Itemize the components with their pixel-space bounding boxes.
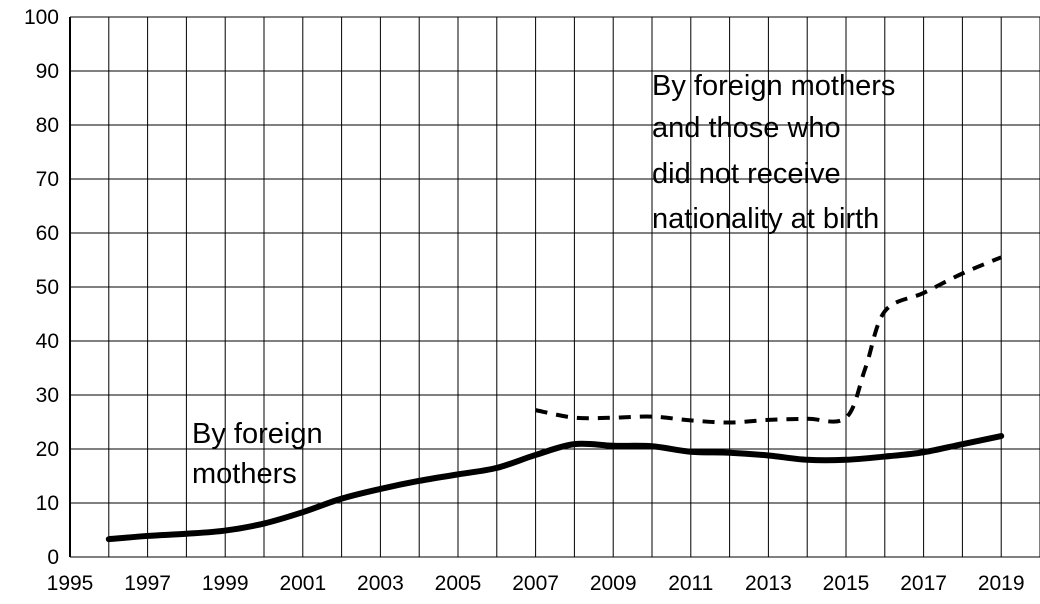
x-tick-label: 2017 [900,572,947,595]
annotation-dashed-line-3: did not receive [652,158,841,190]
annotation-dashed-line-1: By foreign mothers [652,70,895,102]
y-tick-label: 30 [36,384,59,407]
y-axis: 0 10 20 30 40 50 60 70 80 90 100 [24,6,59,569]
x-tick-label: 2011 [668,572,713,595]
x-tick-label: 2001 [279,572,326,595]
annotation-solid-line-1: By foreign [192,418,323,450]
y-tick-label: 60 [36,222,59,245]
y-tick-label: 20 [36,438,59,461]
y-tick-label: 0 [47,546,59,569]
series-group [105,255,1005,543]
annotation-dashed-line-4: nationality at birth [652,203,879,235]
x-axis: 1995 1997 1999 2001 2003 2005 2007 2009 2011 2013… [47,572,1025,595]
x-tick-label: 2003 [357,572,404,595]
x-tick-label: 2013 [745,572,792,595]
x-tick-label: 1999 [202,572,249,595]
x-tick-label: 2005 [435,572,482,595]
y-tick-label: 100 [24,6,59,29]
y-tick-label: 10 [36,492,59,515]
x-tick-label: 2009 [590,572,637,595]
y-tick-label: 50 [36,276,59,299]
x-tick-label: 2007 [512,572,559,595]
y-tick-label: 40 [36,330,59,353]
series-line-solid [105,433,1005,543]
y-tick-label: 70 [36,168,59,191]
y-tick-label: 80 [36,114,59,137]
x-tick-label: 1995 [47,572,94,595]
annotation-dashed-line-2: and those who [652,112,841,144]
series-line-dashed [535,255,1002,425]
x-tick-label: 2015 [823,572,870,595]
x-tick-label: 1997 [124,572,171,595]
y-tick-label: 90 [36,60,59,83]
x-tick-label: 2019 [978,572,1025,595]
annotation-solid-line-2: mothers [192,458,297,490]
